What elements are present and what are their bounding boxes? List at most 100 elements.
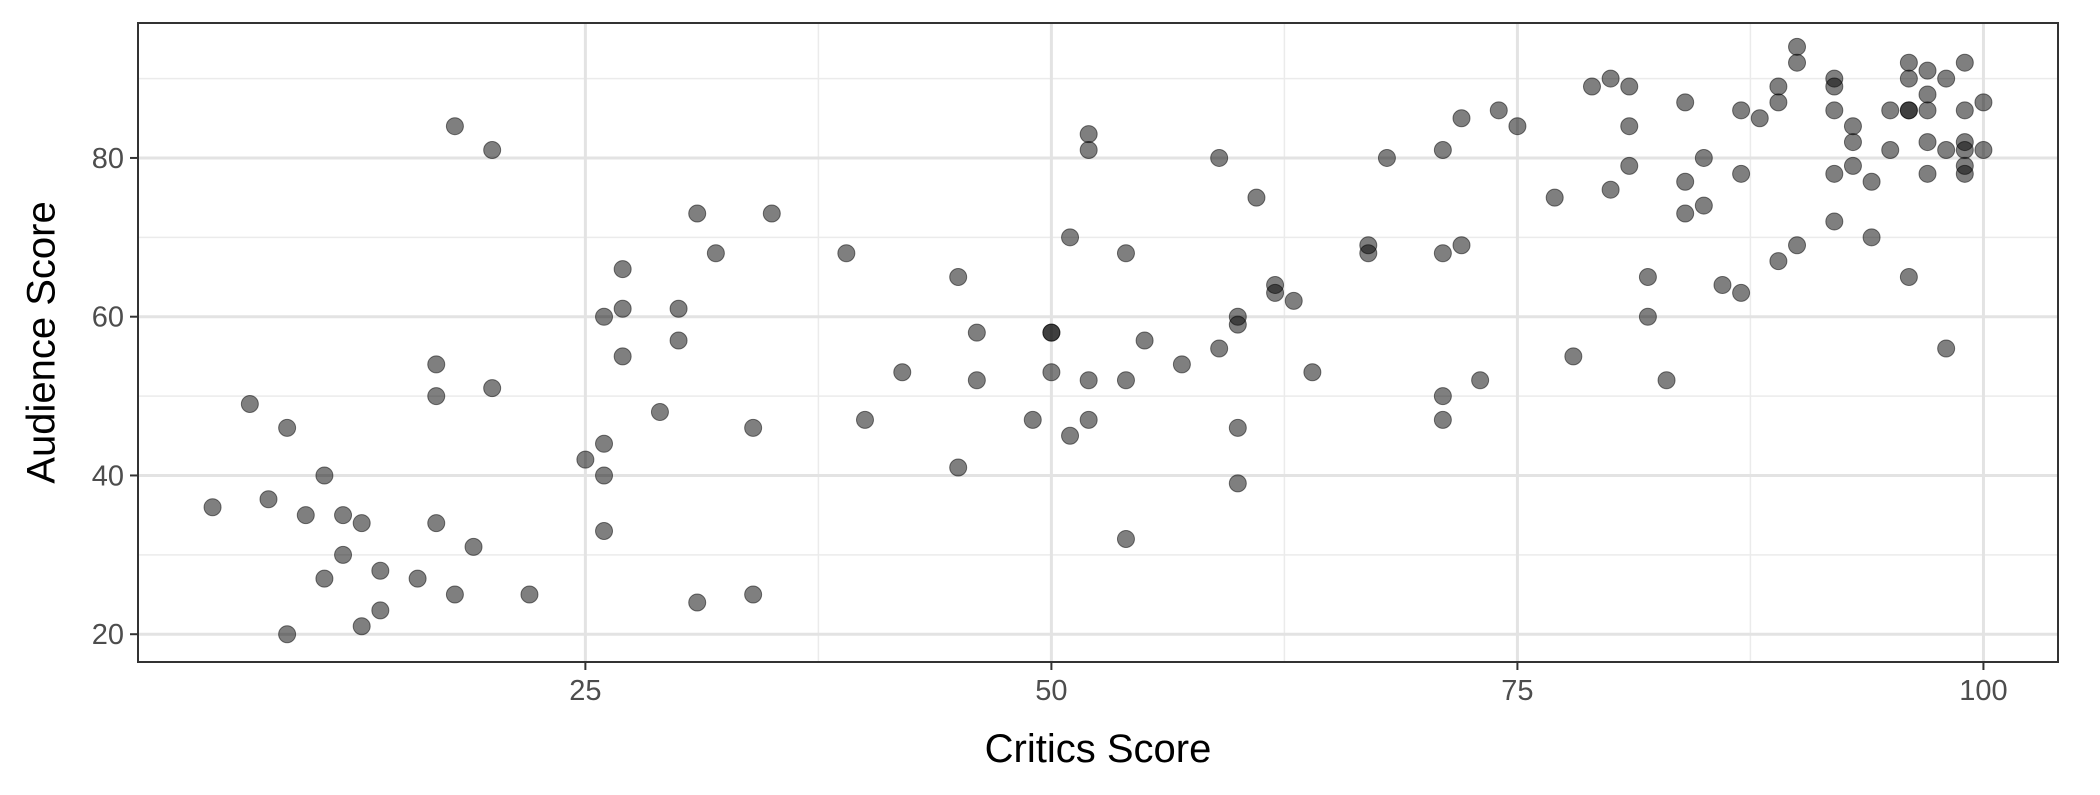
- data-point: [278, 625, 297, 644]
- data-point: [1061, 228, 1080, 247]
- data-point: [1955, 101, 1974, 120]
- data-point: [1825, 212, 1844, 231]
- data-point: [352, 617, 371, 636]
- data-point: [1918, 133, 1937, 152]
- y-axis-title: Audience Score: [20, 201, 64, 483]
- data-point: [1713, 275, 1732, 294]
- data-point: [1228, 474, 1247, 493]
- data-point: [949, 268, 968, 287]
- data-point: [1843, 156, 1862, 175]
- data-point: [595, 466, 614, 485]
- data-point: [408, 569, 427, 588]
- data-point: [1732, 164, 1751, 183]
- y-tick-label: 40: [92, 460, 124, 492]
- data-point: [1638, 307, 1657, 326]
- data-point: [1843, 117, 1862, 136]
- data-point: [1769, 77, 1788, 96]
- data-point: [1079, 141, 1098, 160]
- data-point: [1955, 164, 1974, 183]
- data-point: [1918, 61, 1937, 80]
- data-point: [520, 585, 539, 604]
- data-point: [1732, 283, 1751, 302]
- data-point: [334, 506, 353, 525]
- data-point: [688, 593, 707, 612]
- data-point: [1601, 180, 1620, 199]
- data-point: [1825, 77, 1844, 96]
- data-point: [1433, 244, 1452, 263]
- data-point: [1937, 339, 1956, 358]
- data-point: [1937, 69, 1956, 88]
- data-point: [1471, 371, 1490, 390]
- data-point: [1881, 101, 1900, 120]
- data-point: [1620, 156, 1639, 175]
- data-point: [595, 434, 614, 453]
- data-point: [613, 347, 632, 366]
- data-point: [1899, 268, 1918, 287]
- data-point: [669, 299, 688, 318]
- data-point: [1266, 283, 1285, 302]
- y-axis-ticks: 20 40 60 80: [92, 143, 138, 651]
- data-point: [1788, 37, 1807, 56]
- data-point: [576, 450, 595, 469]
- data-point: [762, 204, 781, 223]
- data-point: [1750, 109, 1769, 128]
- data-point: [296, 506, 315, 525]
- data-point: [427, 355, 446, 374]
- data-point: [1247, 188, 1266, 207]
- data-point: [837, 244, 856, 263]
- data-point: [1303, 363, 1322, 382]
- data-point: [1732, 101, 1751, 120]
- data-point: [1676, 204, 1695, 223]
- data-point: [203, 498, 222, 517]
- data-point: [445, 585, 464, 604]
- data-point: [1079, 371, 1098, 390]
- data-point: [706, 244, 725, 263]
- data-point: [1545, 188, 1564, 207]
- x-tick-label: 50: [1035, 675, 1067, 707]
- data-point: [595, 307, 614, 326]
- data-point: [1620, 117, 1639, 136]
- data-point: [1433, 410, 1452, 429]
- data-point: [1023, 410, 1042, 429]
- data-point: [1079, 125, 1098, 144]
- data-point: [1937, 141, 1956, 160]
- x-tick-label: 25: [569, 675, 601, 707]
- data-points: [203, 37, 1993, 644]
- data-point: [1918, 85, 1937, 104]
- data-point: [1284, 291, 1303, 310]
- data-point: [1676, 172, 1695, 191]
- data-point: [1676, 93, 1695, 112]
- data-point: [1359, 244, 1378, 263]
- data-point: [315, 569, 334, 588]
- data-point: [1918, 164, 1937, 183]
- data-point: [650, 402, 669, 421]
- data-point: [1377, 148, 1396, 167]
- data-point: [1582, 77, 1601, 96]
- data-point: [1601, 69, 1620, 88]
- data-point: [1788, 53, 1807, 72]
- data-point: [669, 331, 688, 350]
- data-point: [1228, 418, 1247, 437]
- data-point: [1788, 236, 1807, 255]
- data-point: [1881, 141, 1900, 160]
- data-point: [688, 204, 707, 223]
- data-point: [1899, 53, 1918, 72]
- y-tick-label: 20: [92, 619, 124, 651]
- data-point: [1079, 410, 1098, 429]
- data-point: [893, 363, 912, 382]
- data-point: [967, 371, 986, 390]
- data-point: [1918, 101, 1937, 120]
- data-point: [1433, 141, 1452, 160]
- data-point: [427, 387, 446, 406]
- data-point: [613, 260, 632, 279]
- data-point: [1974, 93, 1993, 112]
- data-point: [1061, 426, 1080, 445]
- data-point: [1452, 236, 1471, 255]
- y-tick-label: 80: [92, 143, 124, 175]
- data-point: [1116, 244, 1135, 263]
- data-point: [1452, 109, 1471, 128]
- data-point: [1657, 371, 1676, 390]
- data-point: [1862, 172, 1881, 191]
- data-point: [967, 323, 986, 342]
